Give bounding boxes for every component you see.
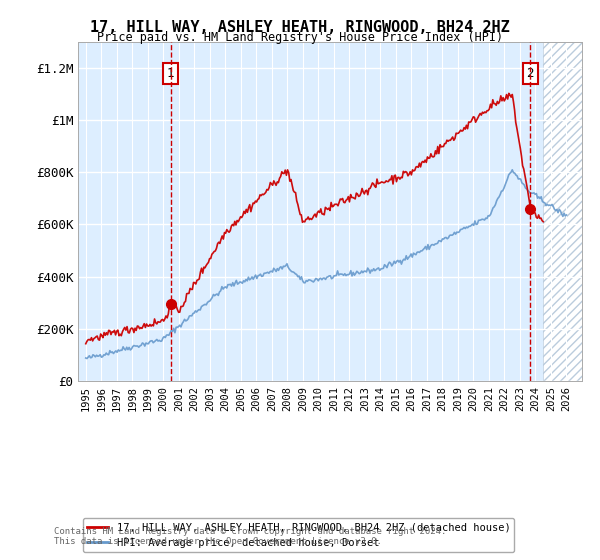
Text: Price paid vs. HM Land Registry's House Price Index (HPI): Price paid vs. HM Land Registry's House …	[97, 31, 503, 44]
Text: 17, HILL WAY, ASHLEY HEATH, RINGWOOD, BH24 2HZ: 17, HILL WAY, ASHLEY HEATH, RINGWOOD, BH…	[90, 20, 510, 35]
Text: 1: 1	[167, 67, 175, 80]
Bar	[543, 42, 582, 381]
Text: Contains HM Land Registry data © Crown copyright and database right 2024.
This d: Contains HM Land Registry data © Crown c…	[54, 526, 446, 546]
Text: 2: 2	[527, 67, 534, 80]
Legend: 17, HILL WAY, ASHLEY HEATH, RINGWOOD, BH24 2HZ (detached house), HPI: Average pr: 17, HILL WAY, ASHLEY HEATH, RINGWOOD, BH…	[83, 518, 514, 552]
Bar	[543, 42, 582, 381]
